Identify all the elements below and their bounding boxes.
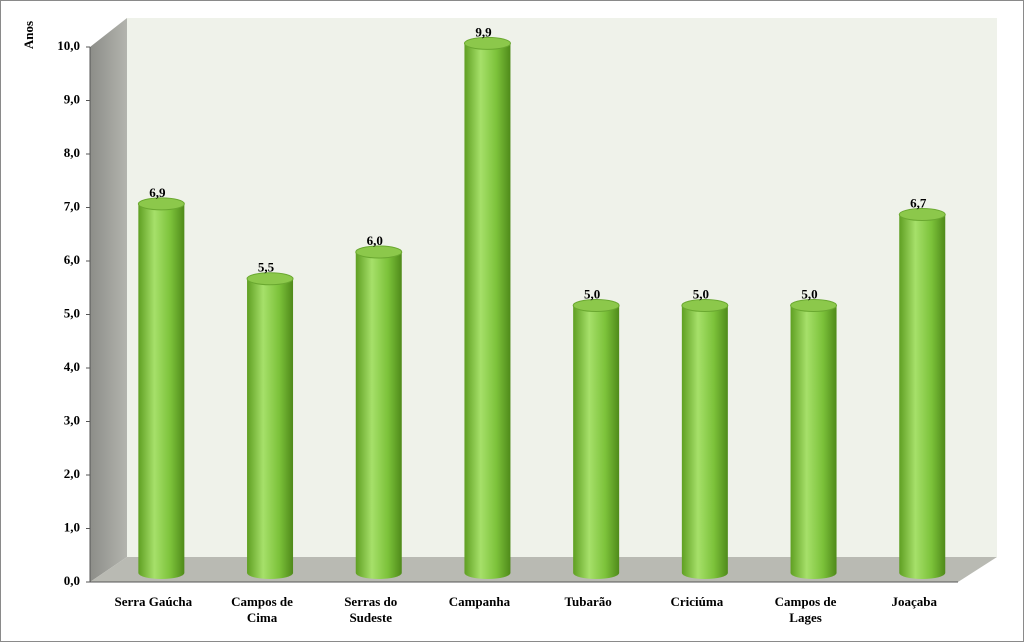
x-tick-label: Tubarão [564, 594, 612, 609]
x-tick-label: Criciúma [670, 594, 724, 609]
value-label: 6,7 [910, 196, 927, 211]
bar-top [246, 272, 294, 286]
x-tick-label: Joaçaba [891, 594, 938, 609]
value-label: 6,9 [149, 185, 166, 200]
y-tick-label: 10,0 [57, 38, 80, 53]
y-tick-label: 5,0 [64, 305, 80, 320]
bar-top [681, 299, 729, 312]
value-label: 6,0 [367, 233, 383, 248]
y-axis-title: Anos [21, 21, 36, 49]
value-label: 5,0 [801, 286, 817, 301]
value-label: 5,5 [258, 260, 275, 275]
x-tick-label: Serras do Sudeste [344, 594, 398, 625]
bar-top [137, 197, 185, 211]
y-tick-label: 9,0 [64, 91, 80, 106]
bar-top [572, 299, 620, 312]
value-label: 5,0 [584, 286, 600, 301]
y-tick-label: 4,0 [64, 359, 80, 374]
bar-top [355, 245, 403, 259]
y-tick-label: 6,0 [64, 252, 80, 267]
value-label: 5,0 [693, 286, 709, 301]
y-tick-label: 0,0 [64, 573, 80, 588]
side-wall [90, 18, 127, 582]
y-tick-label: 1,0 [64, 519, 80, 534]
x-tick-label: Campos de Lages [774, 594, 837, 625]
bar-top [463, 36, 511, 50]
x-tick-label: Campanha [448, 594, 511, 609]
bar [138, 203, 185, 579]
bar [573, 305, 620, 579]
y-tick-label: 8,0 [64, 145, 80, 160]
x-tick-label: Serra Gaúcha [114, 594, 193, 609]
value-label: 9,9 [475, 24, 492, 39]
bar [464, 43, 511, 580]
bar-top [790, 299, 838, 312]
y-tick-label: 3,0 [64, 412, 80, 427]
bar [790, 305, 837, 579]
bar-top [898, 208, 946, 222]
y-tick-label: 2,0 [64, 466, 80, 481]
floor [90, 557, 997, 582]
back-wall [127, 18, 997, 557]
bar [247, 278, 294, 579]
bar [355, 252, 402, 579]
y-tick-label: 7,0 [64, 198, 80, 213]
bar [681, 305, 728, 579]
bar [899, 214, 946, 580]
x-tick-label: Campos de Cima [231, 594, 293, 625]
